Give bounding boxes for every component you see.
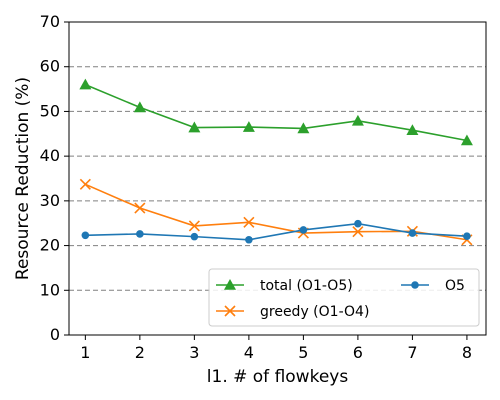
- legend-marker: [411, 281, 419, 289]
- data-point: [188, 121, 201, 133]
- data-point: [136, 230, 144, 238]
- x-tick-label: 2: [135, 343, 145, 362]
- legend-box: [208, 268, 480, 327]
- x-tick-label: 4: [244, 343, 254, 362]
- legend-label: greedy (O1-O4): [260, 304, 369, 320]
- x-tick-label: 5: [298, 343, 308, 362]
- data-point: [245, 235, 253, 244]
- x-tick-label: 6: [353, 343, 363, 362]
- legend-label: total (O1-O5): [260, 278, 353, 294]
- x-tick-label: 7: [407, 343, 417, 362]
- data-point: [242, 121, 255, 132]
- y-axis-label: Resource Reduction (%): [13, 77, 33, 280]
- series-2: [81, 219, 471, 244]
- y-tick-label: 10: [40, 280, 60, 299]
- data-point: [133, 101, 146, 113]
- grid-lines: [69, 66, 486, 291]
- data-point: [79, 178, 91, 190]
- data-point: [188, 220, 200, 232]
- legend-marker: [224, 279, 236, 290]
- data-point: [354, 219, 362, 228]
- series-line: [85, 83, 468, 142]
- data-point: [406, 124, 419, 136]
- legend-entry: total (O1-O5): [216, 278, 353, 294]
- plot-frame: [68, 21, 487, 336]
- series-line: [85, 222, 467, 241]
- y-tick-label: 30: [40, 191, 60, 210]
- legend-marker: [224, 305, 236, 317]
- legend: total (O1-O5) greedy (O1-O4) O5: [208, 268, 480, 327]
- data-point: [352, 226, 364, 238]
- x-tick-label: 8: [462, 343, 472, 362]
- legend-label: O5: [445, 278, 465, 294]
- y-tick-label: 20: [40, 236, 60, 255]
- data-point: [79, 78, 92, 90]
- data-point: [351, 114, 364, 126]
- y-tick-label: 60: [40, 57, 60, 76]
- data-point: [463, 232, 471, 240]
- data-point: [134, 202, 146, 214]
- y-tick-label: 50: [40, 101, 60, 120]
- y-tick-label: 70: [40, 12, 60, 31]
- x-tick-label: 3: [189, 343, 199, 362]
- y-tick-label: 0: [50, 325, 60, 344]
- y-tick-label: 40: [40, 146, 60, 165]
- x-tick-label: 1: [80, 343, 90, 362]
- data-point: [81, 231, 90, 240]
- x-axis-label: l1. # of flowkeys: [207, 367, 349, 387]
- data-point: [299, 226, 308, 234]
- data-point: [190, 232, 199, 241]
- data-point: [408, 229, 417, 237]
- data-point: [243, 216, 255, 228]
- legend-entry: greedy (O1-O4): [216, 304, 369, 320]
- legend-entry: O5: [401, 278, 465, 294]
- series-group: [79, 78, 473, 246]
- data-point: [460, 134, 473, 146]
- series-0: [79, 78, 473, 146]
- data-point: [297, 122, 310, 134]
- axis-ticks: 0 10 20 30 40 50 60 70 1 2 3 4 5 6 7 8: [40, 12, 472, 362]
